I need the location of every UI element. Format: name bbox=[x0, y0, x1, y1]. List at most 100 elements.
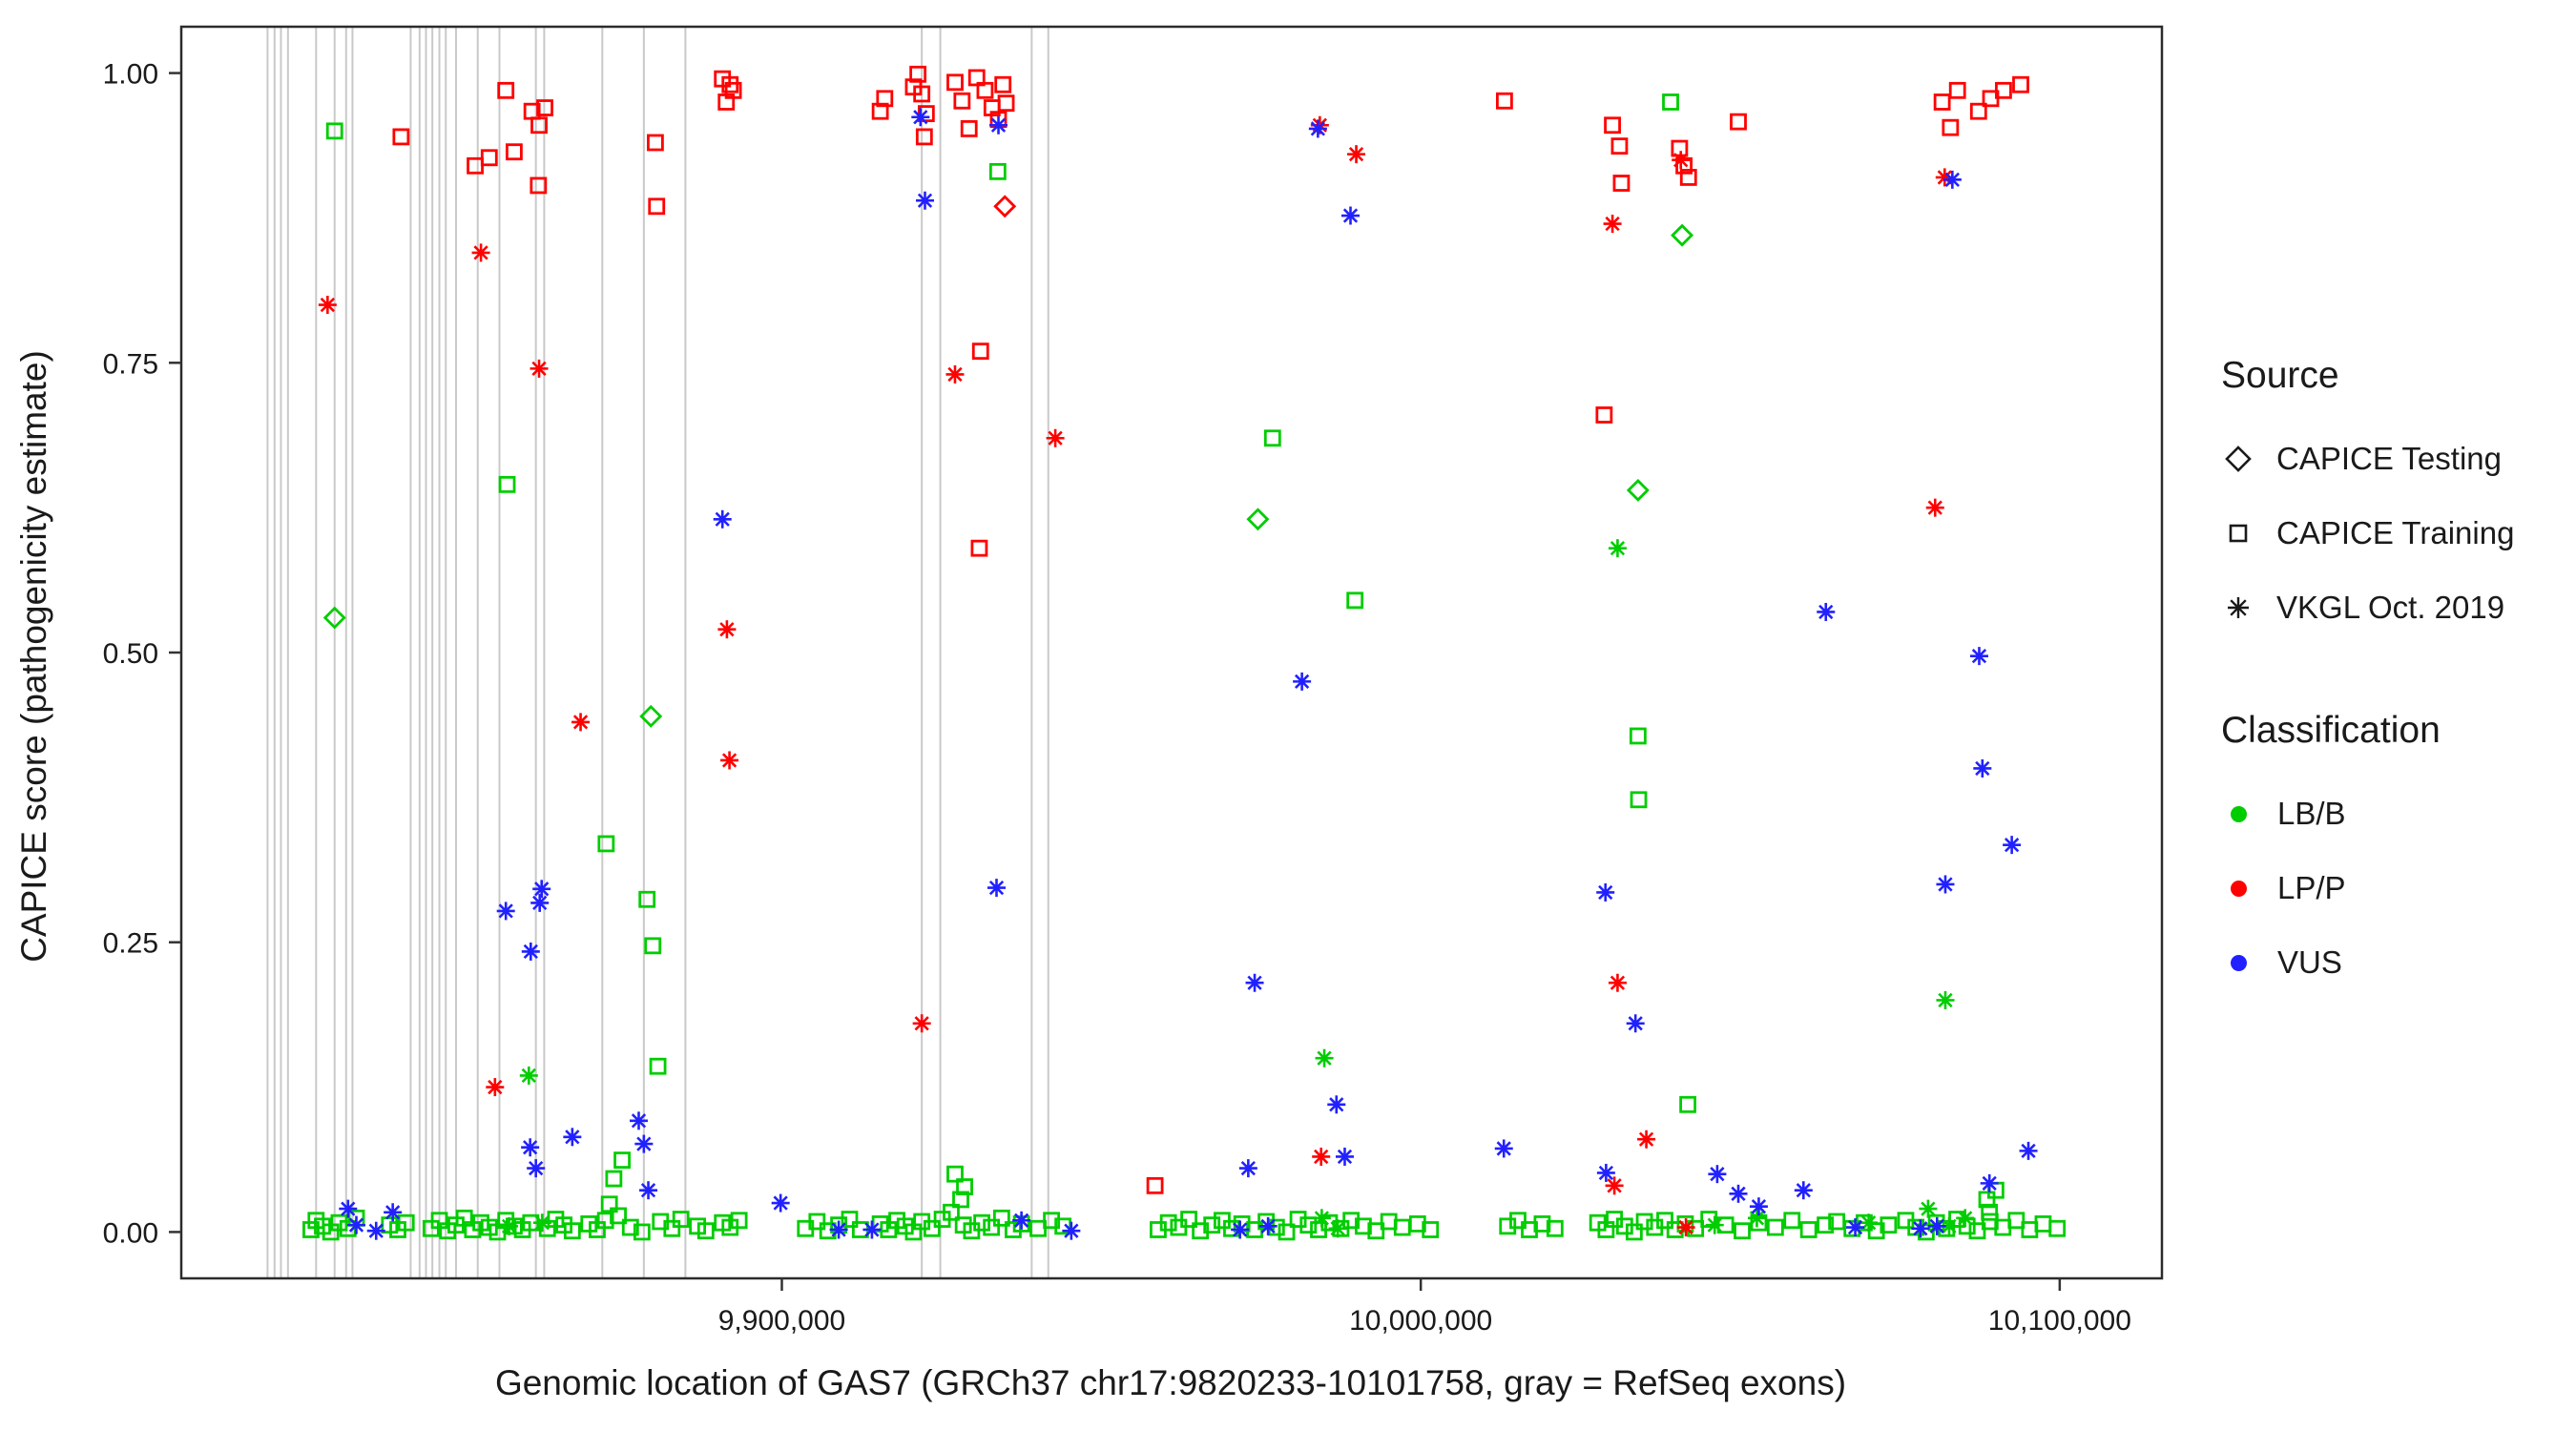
point-asterisk-stroke bbox=[640, 1183, 656, 1198]
point-asterisk-stroke bbox=[1348, 146, 1364, 162]
series-capice-testing-lp-p bbox=[993, 195, 1017, 218]
point-square bbox=[1533, 1215, 1551, 1233]
point-square bbox=[536, 99, 553, 116]
point-asterisk-stroke bbox=[320, 297, 335, 313]
point-square bbox=[1656, 1212, 1673, 1230]
point-square bbox=[946, 1165, 964, 1183]
square-icon bbox=[2229, 524, 2248, 543]
point-square bbox=[997, 94, 1015, 113]
point-diamond bbox=[1671, 223, 1694, 247]
point-square bbox=[638, 890, 656, 908]
point-asterisk-stroke bbox=[488, 1079, 503, 1095]
point-asterisk-stroke bbox=[631, 1113, 647, 1129]
point-diamond bbox=[1626, 478, 1650, 502]
legend-label: CAPICE Testing bbox=[2276, 441, 2502, 476]
point-square bbox=[946, 73, 964, 92]
point-square bbox=[1799, 1221, 1818, 1238]
point-asterisk-stroke bbox=[988, 880, 1005, 896]
point-square bbox=[1679, 169, 1697, 186]
point-square bbox=[1734, 1222, 1751, 1240]
point-square bbox=[1355, 1217, 1372, 1235]
refseq-exon-lines bbox=[266, 27, 1049, 1278]
point-square bbox=[1043, 1212, 1061, 1230]
point-asterisk-stroke bbox=[1938, 877, 1953, 892]
point-diamond bbox=[1246, 508, 1270, 531]
point-asterisk-stroke bbox=[1329, 1097, 1344, 1112]
point-asterisk-stroke bbox=[831, 1222, 846, 1237]
point-asterisk-stroke bbox=[1751, 1199, 1767, 1214]
point-square bbox=[633, 1223, 651, 1241]
point-square bbox=[613, 1151, 631, 1169]
point-asterisk-stroke bbox=[534, 881, 550, 897]
point-square bbox=[952, 1191, 969, 1209]
point-square bbox=[988, 162, 1007, 180]
point-asterisk-stroke bbox=[1749, 1211, 1765, 1226]
plot-area: 9,900,000 10,000,000 10,100,000 0.00 0.25 0.5… bbox=[103, 25, 2164, 1337]
point-asterisk-stroke bbox=[1240, 1160, 1256, 1176]
point-square bbox=[506, 143, 523, 161]
point-square bbox=[841, 1211, 859, 1228]
point-square bbox=[953, 92, 971, 110]
point-square bbox=[871, 102, 889, 120]
point-square bbox=[1662, 93, 1679, 111]
legend-item-lpp: LP/P bbox=[2221, 851, 2514, 925]
point-asterisk-stroke bbox=[1971, 649, 1987, 664]
point-square bbox=[960, 120, 978, 137]
point-asterisk-stroke bbox=[368, 1223, 384, 1238]
point-asterisk-stroke bbox=[1638, 1131, 1654, 1147]
point-asterisk-stroke bbox=[1673, 153, 1689, 168]
point-square bbox=[808, 1213, 826, 1231]
point-asterisk-stroke bbox=[501, 1218, 517, 1234]
point-diamond bbox=[639, 704, 663, 728]
point-square bbox=[1968, 1222, 1986, 1240]
point-square bbox=[1629, 727, 1647, 745]
legend-item-capice-testing: CAPICE Testing bbox=[2221, 422, 2514, 496]
point-asterisk-stroke bbox=[565, 1130, 580, 1145]
legend: Source CAPICE Testing CAPICE Training bbox=[2221, 355, 2514, 1000]
point-asterisk-stroke bbox=[947, 366, 963, 383]
point-asterisk-stroke bbox=[990, 117, 1007, 133]
point-asterisk-stroke bbox=[1937, 170, 1952, 185]
point-square bbox=[1299, 1216, 1318, 1234]
point-asterisk-stroke bbox=[1975, 760, 1990, 777]
point-asterisk-stroke bbox=[529, 1160, 544, 1176]
point-square bbox=[913, 85, 931, 103]
point-asterisk-stroke bbox=[1598, 884, 1613, 901]
point-square bbox=[597, 835, 615, 853]
x-tick-label: 10,000,000 bbox=[1349, 1305, 1492, 1337]
point-asterisk-stroke bbox=[521, 1068, 536, 1084]
point-square bbox=[1159, 1213, 1177, 1232]
point-asterisk-stroke bbox=[917, 193, 933, 208]
point-square bbox=[1679, 1095, 1696, 1113]
point-square bbox=[1933, 93, 1951, 111]
point-asterisk-stroke bbox=[1958, 1211, 1973, 1226]
point-square bbox=[530, 116, 548, 135]
legend-item-vus: VUS bbox=[2221, 925, 2514, 1000]
point-square bbox=[730, 1212, 748, 1230]
point-square bbox=[1942, 118, 1960, 136]
point-square bbox=[621, 1218, 639, 1236]
point-asterisk-stroke bbox=[1818, 604, 1834, 620]
point-asterisk-stroke bbox=[1260, 1218, 1276, 1234]
point-asterisk-stroke bbox=[1598, 1165, 1614, 1181]
point-asterisk-stroke bbox=[1796, 1183, 1811, 1198]
series-capice-training-lb-b bbox=[302, 93, 2067, 1241]
point-square bbox=[672, 1211, 690, 1228]
point-asterisk-stroke bbox=[914, 1016, 929, 1031]
point-square bbox=[1192, 1222, 1210, 1240]
point-square bbox=[392, 128, 410, 146]
point-square bbox=[923, 1219, 941, 1237]
point-square bbox=[876, 90, 894, 108]
point-square bbox=[1635, 1213, 1653, 1231]
point-square bbox=[1700, 1211, 1718, 1228]
point-square bbox=[1880, 1216, 1898, 1234]
point-square bbox=[1783, 1212, 1801, 1230]
point-square bbox=[467, 156, 484, 175]
point-square bbox=[1969, 102, 1987, 120]
legend-classification-group: Classification LB/B LP/P VUS bbox=[2221, 710, 2514, 1000]
point-asterisk-stroke bbox=[1628, 1016, 1643, 1031]
point-square bbox=[909, 65, 927, 83]
point-square bbox=[1408, 1215, 1426, 1233]
